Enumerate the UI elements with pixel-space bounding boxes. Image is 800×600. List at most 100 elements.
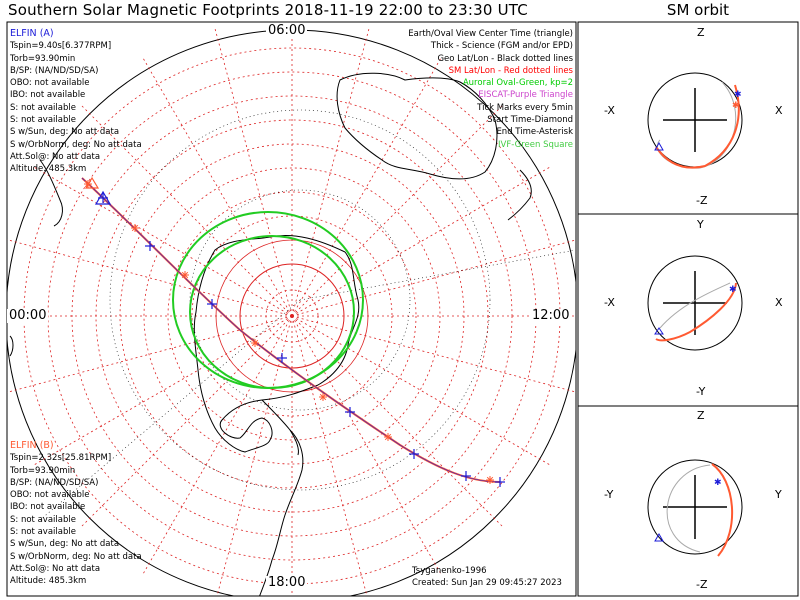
created-timestamp: Created: Sun Jan 29 09:45:27 2023 xyxy=(412,578,562,588)
svg-text:✱: ✱ xyxy=(714,478,722,488)
legend-item: IVF-Green Square xyxy=(498,139,573,150)
footer: Tsyganenko-1996 Created: Sun Jan 29 09:4… xyxy=(412,565,562,589)
legend-item: Auroral Oval-Green, kp=2 xyxy=(462,78,573,89)
sm-longitude-ray xyxy=(31,165,293,317)
tick-mark xyxy=(384,433,392,441)
sm-longitude-ray xyxy=(213,26,293,317)
time-label-left: 00:00 xyxy=(7,308,49,323)
sm3-left-label: -Y xyxy=(604,488,614,501)
legend-item: Thick - Science (FGM and/or EPD) xyxy=(430,41,573,52)
time-label-bottom: 18:00 xyxy=(266,575,308,590)
info-line: S w/OrbNorm, deg: No att data xyxy=(10,551,142,562)
sm3-right-label: Y xyxy=(775,488,782,501)
sm-longitude-ray xyxy=(291,315,505,529)
elfin-b-center-triangle xyxy=(84,176,100,189)
elfin-a-tick-marks xyxy=(98,193,505,487)
info-line: Altitude: 485.3km xyxy=(10,576,87,587)
sm-panel-yz: ✱ xyxy=(647,459,743,557)
auroral-oval xyxy=(172,211,364,389)
sm-latitude-circle xyxy=(167,191,417,441)
elfin-a-info: ELFIN (A) Tspin=9.40s[6.377RPM] Torb=93.… xyxy=(10,28,142,176)
sm-longitude-ray xyxy=(216,315,293,596)
sm2-bottom-label: -Y xyxy=(696,385,706,398)
sm2-top-label: Y xyxy=(697,218,704,231)
sm-longitude-ray xyxy=(7,315,293,393)
info-line: S w/Sun, deg: No att data xyxy=(10,539,120,550)
info-line: Att.Sol@: No att data xyxy=(10,151,101,162)
info-line: Altitude: 485.3km xyxy=(10,164,87,175)
sm-longitude-ray xyxy=(141,315,293,577)
info-line: B/SP: (NA/ND/SD/SA) xyxy=(10,65,99,76)
sm-longitude-ray xyxy=(291,239,576,317)
sm-longitude-ray xyxy=(291,315,368,596)
info-line: Torb=93.90min xyxy=(10,465,76,476)
legend-item: SM Lat/Lon - Red dotted lines xyxy=(448,65,573,76)
legend: Earth/Oval View Center Time (triangle) Th… xyxy=(408,28,573,151)
svg-text:✱: ✱ xyxy=(729,285,737,295)
info-line: OBO: not available xyxy=(10,490,90,501)
sm2-left-label: -X xyxy=(604,296,615,309)
sm1-bottom-label: -Z xyxy=(696,194,708,207)
page-title: Southern Solar Magnetic Footprints 2018-… xyxy=(8,1,528,19)
elfin-a-track xyxy=(81,177,501,483)
info-line: S w/OrbNorm, deg: No att data xyxy=(10,139,142,150)
info-line: Tspin=9.40s[6.377RPM] xyxy=(10,41,112,52)
tick-mark xyxy=(319,393,327,401)
sm-circle xyxy=(215,239,369,393)
tick-mark xyxy=(251,339,259,347)
elfin-a-name: ELFIN (A) xyxy=(10,28,54,39)
sm-longitude-ray xyxy=(291,55,443,317)
sm-longitude-ray xyxy=(291,315,443,577)
sm-longitude-ray xyxy=(291,103,505,317)
elfin-b-tick-marks xyxy=(84,180,494,484)
svg-text:✱: ✱ xyxy=(732,101,740,111)
legend-item: Start Time-Diamond xyxy=(487,115,573,126)
time-label-top: 06:00 xyxy=(266,23,308,38)
sm-panel-xz: ✱ ✱ xyxy=(647,72,743,169)
sm3-bottom-label: -Z xyxy=(696,578,708,591)
tick-mark xyxy=(486,476,494,484)
model-credit: Tsyganenko-1996 xyxy=(412,566,487,576)
legend-item: Geo Lat/Lon - Black dotted lines xyxy=(437,53,573,64)
legend-item: Earth/Oval View Center Time (triangle) xyxy=(408,29,573,39)
sm-frame xyxy=(577,21,799,597)
sm-longitude-ray xyxy=(31,315,293,467)
elfin-a-center-triangle xyxy=(94,190,112,205)
tick-mark xyxy=(131,224,139,232)
sm-longitude-ray xyxy=(291,315,576,393)
sm2-right-label: X xyxy=(775,296,783,309)
sm-longitude-ray xyxy=(291,165,553,317)
sm-orbit-title: SM orbit xyxy=(666,1,730,19)
info-line: IBO: not available xyxy=(10,90,86,101)
sm1-top-label: Z xyxy=(697,26,705,39)
sm-longitude-ray xyxy=(291,315,553,467)
legend-item: Tick Marks every 5min xyxy=(477,102,573,113)
elfin-b-name: ELFIN (B) xyxy=(10,440,54,451)
tick-mark xyxy=(181,271,189,279)
info-line: Tspin=2.32s[25.81RPM] xyxy=(10,453,112,464)
legend-item: EISCAT-Purple Triangle xyxy=(478,90,573,101)
sm-inner-circle xyxy=(239,263,345,369)
sm1-left-label: -X xyxy=(604,104,615,117)
sm-longitude-ray xyxy=(79,315,293,529)
info-line: S: not available xyxy=(10,115,76,126)
sm-longitude-ray xyxy=(141,55,293,317)
info-line: S: not available xyxy=(10,102,76,113)
info-line: Att.Sol@: No att data xyxy=(10,563,101,574)
sm1-right-label: X xyxy=(775,104,783,117)
elfin-b-info: ELFIN (B) Tspin=2.32s[25.81RPM] Torb=93.… xyxy=(10,440,142,588)
sm-latitude-circle xyxy=(143,167,441,465)
info-line: OBO: not available xyxy=(10,78,90,89)
sm-longitude-ray xyxy=(7,239,293,317)
coastlines xyxy=(9,72,532,596)
legend-item: End Time-Asterisk xyxy=(496,127,573,138)
info-line: Torb=93.90min xyxy=(10,53,76,64)
info-line: IBO: not available xyxy=(10,502,86,513)
info-line: S: not available xyxy=(10,527,76,538)
info-line: S: not available xyxy=(10,514,76,525)
info-line: S w/Sun, deg: No att data xyxy=(10,127,120,138)
svg-text:✱: ✱ xyxy=(734,90,742,100)
info-line: B/SP: (NA/ND/SD/SA) xyxy=(10,477,99,488)
sm3-top-label: Z xyxy=(697,409,705,422)
